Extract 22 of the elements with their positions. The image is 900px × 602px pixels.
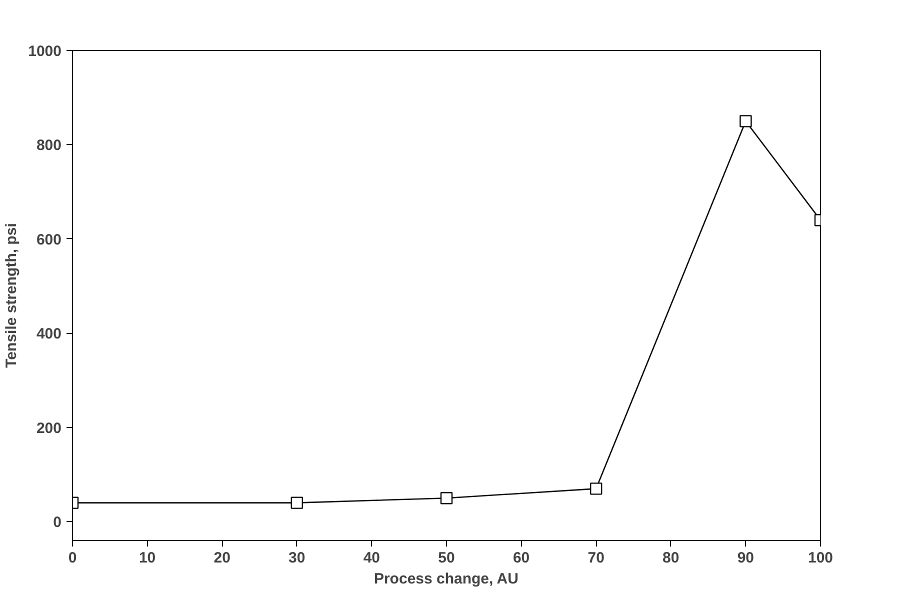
x-axis-title: Process change, AU [374, 570, 518, 588]
point [590, 482, 602, 495]
x-tick-label: 10 [138, 550, 156, 566]
y-tick-label: 600 [36, 231, 62, 248]
point [440, 492, 453, 504]
x-tick-label: 50 [438, 550, 455, 566]
y-axis-title: Tensile strength, psi [3, 223, 20, 368]
y-tick-label: 400 [36, 326, 62, 343]
y-tick-label: 800 [36, 137, 62, 154]
x-tick-label: 20 [214, 550, 230, 566]
x-tick-label: 0 [68, 550, 77, 566]
y-tick-label: 1000 [28, 43, 62, 60]
x-tick-label: 60 [512, 550, 530, 566]
x-tick-label: 100 [808, 550, 834, 566]
x-tick-label: 40 [363, 550, 380, 566]
point [290, 496, 303, 509]
x-tick-label: 70 [588, 550, 604, 566]
y-tick-label: 200 [36, 420, 62, 437]
y-tick-label: 0 [53, 514, 62, 532]
x-tick-label: 90 [737, 550, 754, 566]
x-tick-label: 80 [662, 550, 680, 566]
x-tick-label: 30 [288, 550, 306, 566]
